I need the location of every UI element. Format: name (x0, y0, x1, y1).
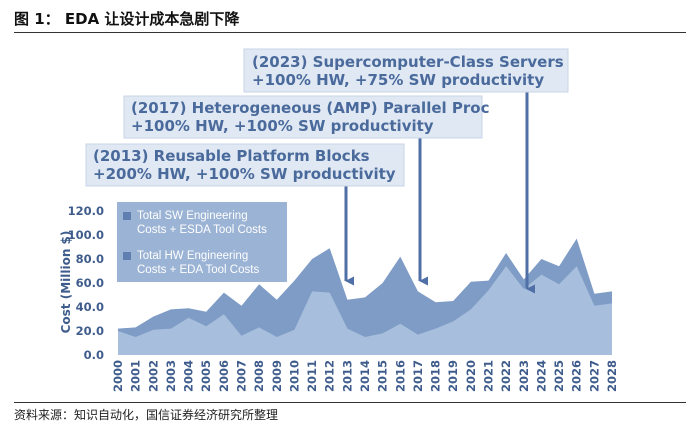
legend: Total SW Engineering Costs + ESDA Tool C… (117, 202, 287, 282)
x-tick-label: 2025 (552, 360, 566, 392)
x-tick-label: 2022 (499, 360, 513, 392)
y-axis-ticks: 0.0 20.0 40.0 60.0 80.0 100.0 120.0 (68, 204, 104, 362)
callout-2023-line1: (2023) Supercomputer-Class Servers (252, 53, 564, 71)
x-tick-label: 2006 (217, 360, 231, 392)
x-axis-ticks: 2000 2001 2002 2003 2004 2005 2006 2007 2008 2009… (111, 360, 619, 392)
x-tick-label: 2003 (164, 360, 178, 392)
hw-cost-area (118, 266, 612, 355)
callout-2017: (2017) Heterogeneous (AMP) Parallel Proc… (123, 95, 489, 139)
legend-sw-line2: Costs + ESDA Tool Costs (137, 224, 267, 236)
legend-sw-line1: Total SW Engineering (137, 210, 248, 222)
y-tick-label: 120.0 (68, 204, 104, 218)
x-tick-label: 2011 (305, 360, 319, 392)
y-tick-label: 80.0 (76, 252, 104, 266)
x-tick-label: 2013 (340, 360, 354, 392)
x-tick-label: 2001 (129, 360, 143, 392)
y-tick-label: 40.0 (76, 300, 104, 314)
x-tick-label: 2019 (446, 360, 460, 392)
legend-swatch-sw (123, 212, 131, 220)
x-tick-label: 2021 (482, 360, 496, 392)
x-tick-label: 2028 (605, 360, 619, 392)
x-tick-label: 2020 (464, 360, 478, 392)
x-tick-label: 2017 (411, 360, 425, 392)
callout-2017-box (123, 95, 483, 139)
x-tick-label: 2002 (146, 360, 160, 392)
legend-hw-line1: Total HW Engineering (137, 250, 248, 262)
x-tick-label: 2012 (323, 360, 337, 392)
bottom-rule (14, 402, 686, 403)
legend-box (117, 202, 287, 282)
callout-2013: (2013) Reusable Platform Blocks +200% HW… (85, 143, 405, 187)
callout-2017-line2: +100% HW, +100% SW productivity (131, 117, 434, 135)
x-tick-label: 2023 (517, 360, 531, 392)
top-rule (14, 32, 686, 33)
x-tick-label: 2010 (287, 360, 301, 392)
x-tick-label: 2026 (570, 360, 584, 392)
x-tick-label: 2005 (199, 360, 213, 392)
x-tick-label: 2024 (534, 360, 548, 392)
x-tick-label: 2004 (182, 360, 196, 392)
x-tick-label: 2014 (358, 360, 372, 392)
callout-2013-box (85, 143, 405, 187)
x-tick-label: 2008 (252, 360, 266, 392)
legend-swatch-hw (123, 252, 131, 260)
callout-2013-line1: (2013) Reusable Platform Blocks (93, 147, 370, 165)
y-tick-label: 0.0 (84, 348, 104, 362)
callout-2013-line2: +200% HW, +100% SW productivity (93, 165, 396, 183)
x-tick-label: 2016 (393, 360, 407, 392)
legend-hw-line2: Costs + EDA Tool Costs (137, 264, 259, 276)
y-tick-label: 100.0 (68, 228, 104, 242)
callout-2023-box (243, 48, 569, 93)
x-tick-label: 2015 (376, 360, 390, 392)
x-tick-label: 2018 (429, 360, 443, 392)
source-note: 资料来源：知识自动化，国信证券经济研究所整理 (14, 408, 279, 422)
figure-title: 图 1： EDA 让设计成本急剧下降 (14, 10, 240, 28)
x-tick-label: 2009 (270, 360, 284, 392)
callout-2023-line2: +100% HW, +75% SW productivity (252, 71, 544, 89)
callout-2023: (2023) Supercomputer-Class Servers +100%… (243, 48, 569, 93)
y-axis-label: Cost (Million $) (59, 231, 73, 334)
x-tick-label: 2007 (235, 360, 249, 392)
y-tick-label: 20.0 (76, 324, 104, 338)
x-tick-label: 2000 (111, 360, 125, 392)
callout-2017-line1: (2017) Heterogeneous (AMP) Parallel Proc (131, 99, 489, 117)
x-tick-label: 2027 (587, 360, 601, 392)
y-tick-label: 60.0 (76, 276, 104, 290)
